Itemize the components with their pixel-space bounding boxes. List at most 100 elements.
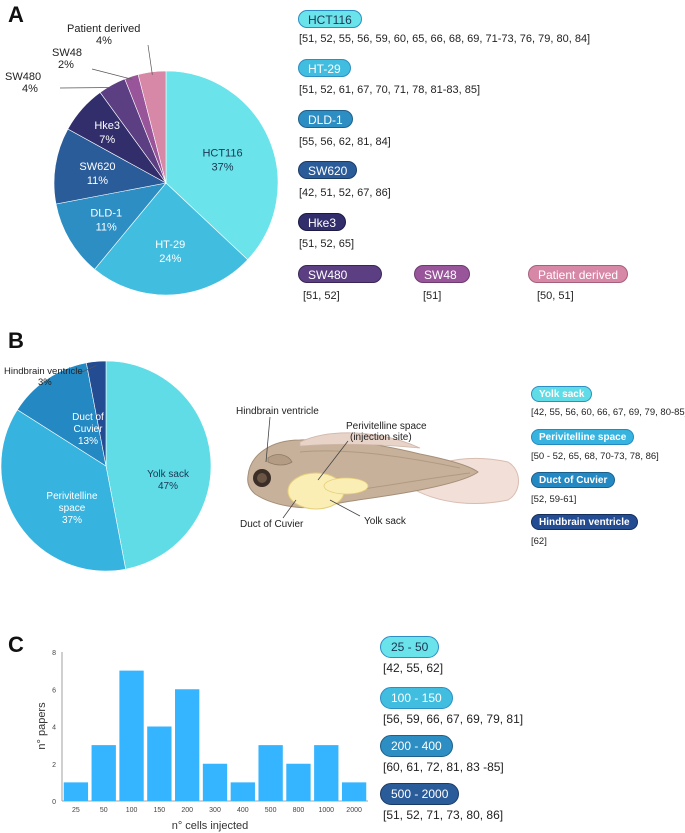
pie-a-slice-ht-29 xyxy=(94,182,249,296)
refs-range-4: [51, 52, 71, 73, 80, 86] xyxy=(383,808,504,822)
pie-a-label: Hke3 xyxy=(94,120,120,132)
badge-range-1: 25 - 50 xyxy=(380,636,440,658)
refs-sw480: [51, 52] xyxy=(303,290,340,302)
refs-range-3: [60, 61, 72, 81, 83 -85] xyxy=(383,760,504,774)
badge-sw620: SW620 xyxy=(298,161,358,179)
refs-hindbrain: [62] xyxy=(531,536,547,547)
y-axis-title: n° papers xyxy=(36,702,48,750)
refs-yolk: [42, 55, 56, 60, 66, 67, 69, 79, 80-85] xyxy=(531,407,685,418)
pie-b-pct: 47% xyxy=(158,481,178,492)
fish-hindbrain xyxy=(267,454,293,466)
fish-label-cuvier: Duct of Cuvier xyxy=(240,519,304,530)
refs-perivitelline: [50 - 52, 65, 68, 70-73, 78, 86] xyxy=(531,451,659,462)
pie-b-slice-perivitelline-space xyxy=(0,409,127,572)
pie-a-label: SW620 xyxy=(79,161,115,173)
badge-perivitelline: Perivitelline space xyxy=(531,429,635,445)
bar-300 xyxy=(202,763,228,801)
pie-b-slice-yolk-sack xyxy=(105,360,212,570)
refs-hke3: [51, 52, 65] xyxy=(299,238,355,250)
x-tick-label: 25 xyxy=(72,807,80,814)
x-tick-label: 1000 xyxy=(318,807,334,814)
pie-a-leader-line xyxy=(147,44,153,75)
bar-800 xyxy=(286,763,311,801)
pie-a-label: HT-29 xyxy=(155,239,185,251)
pie-b-label: Perivitelline xyxy=(46,491,98,502)
x-tick-label: 400 xyxy=(237,807,249,814)
bar-500 xyxy=(258,745,283,801)
refs-dld1: [55, 56, 62, 81, 84] xyxy=(299,136,391,148)
fish-label-hindbrain: Hindbrain ventricle xyxy=(236,406,319,417)
pie-b-slice-hindbrain-ventricle xyxy=(85,360,107,467)
pie-a-label: DLD-1 xyxy=(90,207,122,219)
badge-ht29: HT-29 xyxy=(298,59,351,77)
refs-sw620: [42, 51, 52, 67, 86] xyxy=(299,187,391,199)
leader-yolk xyxy=(329,499,361,517)
fish-dorsal-fin xyxy=(299,432,421,449)
refs-sw48: [51] xyxy=(423,290,442,302)
badge-patient: Patient derived xyxy=(528,265,629,283)
pie-b-out-pct: 3% xyxy=(38,377,52,388)
pie-a-pct: 7% xyxy=(99,134,115,146)
bar-2000 xyxy=(341,782,367,801)
pie-a-out-label: SW480 xyxy=(5,71,41,83)
bar-50 xyxy=(91,745,116,801)
bar-1000 xyxy=(314,745,339,801)
cell-line-pie-chart: HCT116 37% HT-29 24% DLD-1 11% SW620 11% Hke3 7% S… xyxy=(5,23,279,296)
pie-a-label: HCT116 xyxy=(202,148,242,160)
badge-range-2: 100 - 150 xyxy=(380,687,453,709)
pie-a-pct: 11% xyxy=(96,221,117,233)
pie-a-out-pct: 4% xyxy=(22,83,38,95)
x-tick-label: 800 xyxy=(293,807,305,814)
badge-yolk: Yolk sack xyxy=(531,386,593,402)
pie-a-pct: 24% xyxy=(159,253,181,265)
cells-injected-bar-chart: n° papers n° cells injected 0 2 4 6 8 25 50 100… xyxy=(36,650,368,832)
badge-hct116: HCT116 xyxy=(298,10,362,28)
x-axis-title: n° cells injected xyxy=(172,820,249,832)
x-tick-label: 50 xyxy=(100,807,108,814)
pie-a-out-pct: 4% xyxy=(96,35,112,47)
pie-a-slice-sw620 xyxy=(53,128,167,205)
pie-b-label: space xyxy=(59,503,86,514)
badge-hke3: Hke3 xyxy=(298,213,347,231)
pie-a-slice-hct116 xyxy=(165,70,279,261)
refs-patient: [50, 51] xyxy=(537,290,574,302)
y-tick-label: 4 xyxy=(52,725,56,732)
pie-b-label: Yolk sack xyxy=(147,469,190,480)
refs-range-1: [42, 55, 62] xyxy=(383,661,444,675)
bar-400 xyxy=(230,782,255,801)
pie-b-slice-duct-of-cuvier xyxy=(16,362,107,467)
panel-label-b: B xyxy=(8,328,24,353)
badge-cuvier: Duct of Cuvier xyxy=(531,472,616,488)
fish-back-stripe xyxy=(299,450,461,469)
badge-sw48: SW48 xyxy=(414,265,470,283)
pie-a-slice-dld-1 xyxy=(55,182,167,270)
refs-ht29: [51, 52, 61, 67, 70, 71, 78, 81-83, 85] xyxy=(299,84,481,96)
badge-hindbrain: Hindbrain ventricle xyxy=(531,514,638,530)
bar-200 xyxy=(175,689,200,801)
refs-cuvier: [52, 59-61] xyxy=(531,494,577,505)
x-tick-label: 2000 xyxy=(346,807,362,814)
pie-a-out-pct: 2% xyxy=(58,59,74,71)
x-tick-label: 500 xyxy=(265,807,277,814)
zebrafish-illustration: Hindbrain ventricle Perivitelline space … xyxy=(236,406,519,530)
panel-label-c: C xyxy=(8,632,24,657)
leader-perivitelline xyxy=(317,440,349,481)
pie-a-out-label: Patient derived xyxy=(67,23,140,35)
pie-b-label: Duct of xyxy=(72,412,104,423)
pie-a-leader-line xyxy=(59,87,114,89)
y-tick-label: 6 xyxy=(52,687,56,694)
fish-eye-highlight xyxy=(257,473,267,483)
fish-label-perivitelline: Perivitelline space xyxy=(346,421,427,432)
x-tick-label: 100 xyxy=(126,807,138,814)
y-tick-label: 2 xyxy=(52,762,56,769)
x-tick-label: 300 xyxy=(209,807,221,814)
pie-b-leader-line xyxy=(79,365,97,374)
pie-b-pct: 13% xyxy=(78,436,98,447)
pie-b-label: Cuvier xyxy=(74,424,104,435)
x-tick-label: 200 xyxy=(181,807,193,814)
pie-a-pct: 11% xyxy=(87,175,108,187)
bar-100 xyxy=(119,670,144,801)
bar-25 xyxy=(63,782,89,801)
refs-range-2: [56, 59, 66, 67, 69, 79, 81] xyxy=(383,712,524,726)
